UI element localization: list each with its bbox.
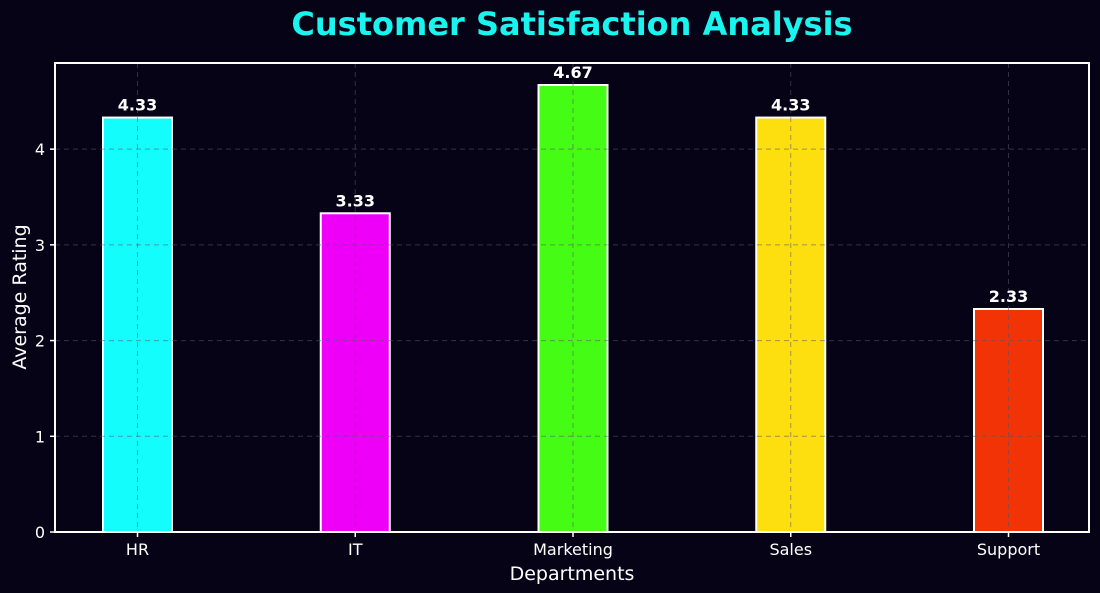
x-tick-label-marketing: Marketing: [533, 540, 613, 559]
y-tick-label: 2: [35, 332, 45, 351]
data-labels-layer: 4.33 3.33 4.67 4.33 2.33: [118, 63, 1028, 306]
y-ticks-layer: 0 1 2 3 4: [35, 140, 55, 542]
chart-title: Customer Satisfaction Analysis: [291, 5, 852, 43]
x-tick-label-support: Support: [977, 540, 1040, 559]
x-tick-label-hr: HR: [126, 540, 149, 559]
plot-frame: [54, 62, 1090, 533]
y-tick-label: 1: [35, 427, 45, 446]
data-label-marketing: 4.67: [553, 63, 592, 82]
y-tick-label: 4: [35, 140, 45, 159]
data-label-sales: 4.33: [771, 96, 810, 115]
x-tick-label-sales: Sales: [769, 540, 812, 559]
x-ticks-layer: HR IT Marketing Sales Support: [126, 532, 1040, 559]
data-label-support: 2.33: [989, 287, 1028, 306]
data-label-hr: 4.33: [118, 96, 157, 115]
x-tick-label-it: IT: [348, 540, 363, 559]
y-axis-label: Average Rating: [9, 224, 31, 369]
x-axis-label: Departments: [510, 563, 635, 585]
y-tick-label: 3: [35, 236, 45, 255]
y-tick-label: 0: [35, 523, 45, 542]
data-label-it: 3.33: [336, 191, 375, 210]
